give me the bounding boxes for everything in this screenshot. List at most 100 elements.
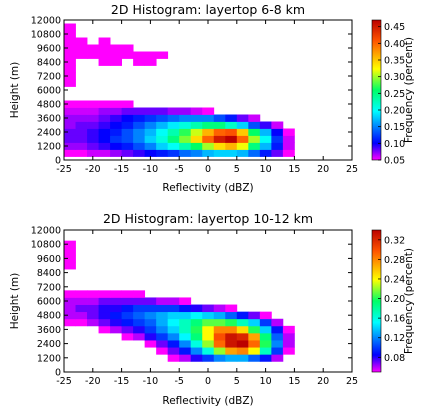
- heatmap-cell: [282, 149, 295, 157]
- heatmap-cell: [259, 135, 272, 143]
- heatmap-cell: [87, 297, 99, 305]
- colorbar-tick-label: 0.12: [384, 333, 405, 344]
- heatmap-cell: [110, 114, 122, 122]
- colorbar: [371, 19, 382, 161]
- heatmap-cell: [144, 318, 157, 327]
- colorbar-tick-label: 0.05: [384, 156, 405, 167]
- x-tick-label: 0: [205, 376, 211, 387]
- heatmap-cell: [259, 311, 272, 320]
- heatmap-cell: [133, 107, 146, 115]
- y-tick-label: 8400: [37, 268, 61, 279]
- heatmap-cell: [190, 311, 203, 320]
- heatmap-cell: [167, 332, 180, 341]
- heatmap-cell: [225, 135, 238, 143]
- heatmap-cell: [190, 340, 203, 348]
- heatmap-cell: [144, 311, 157, 320]
- heatmap-cell: [64, 51, 76, 59]
- heatmap-cell: [98, 121, 111, 129]
- heatmap-cell: [64, 65, 76, 73]
- heatmap-cell: [248, 347, 261, 355]
- heatmap-cell: [167, 311, 180, 320]
- heatmap-cell: [133, 135, 146, 143]
- x-tick-label: 25: [346, 164, 358, 175]
- heatmap-cell: [167, 121, 180, 129]
- y-tick-label: 7200: [37, 72, 61, 83]
- heatmap-cell: [110, 121, 122, 129]
- colorbar: [371, 229, 382, 373]
- heatmap-cell: [98, 100, 111, 108]
- y-tick-label: 9600: [37, 44, 61, 55]
- x-tick-label: -10: [143, 164, 159, 175]
- heatmap-cell: [121, 318, 134, 327]
- heatmap-cell: [133, 311, 146, 320]
- y-tick-label: 3600: [37, 114, 61, 125]
- colorbar-tick-label: 0.32: [384, 235, 405, 246]
- heatmap-cell: [271, 135, 284, 143]
- chart-title: 2D Histogram: layertop 10-12 km: [103, 211, 313, 226]
- heatmap-cell: [225, 304, 238, 313]
- heatmap-cell: [64, 290, 76, 298]
- heatmap-cell: [98, 142, 111, 150]
- heatmap-cell: [144, 297, 157, 305]
- heatmap-cell: [110, 311, 122, 320]
- heatmap-cell: [259, 347, 272, 355]
- heatmap-cell: [167, 304, 180, 313]
- heatmap-cell: [236, 142, 249, 150]
- heatmap-cell: [133, 142, 146, 150]
- heatmap-cell: [179, 354, 192, 362]
- heatmap-cell: [202, 107, 215, 115]
- x-axis-label: Reflectivity (dBZ): [162, 182, 253, 194]
- heatmap-cell: [156, 347, 169, 355]
- heatmap-cell: [121, 142, 134, 150]
- heatmap-cell: [236, 318, 249, 327]
- x-tick-label: 15: [288, 164, 300, 175]
- heatmap-cell: [87, 121, 99, 129]
- heatmap-cell: [236, 128, 249, 136]
- heatmap-cell: [282, 128, 295, 136]
- heatmap-cell: [133, 297, 146, 305]
- heatmap-cell: [213, 135, 226, 143]
- heatmap-cell: [225, 325, 238, 334]
- heatmap-cell: [167, 107, 180, 115]
- heatmap-cell: [98, 37, 111, 45]
- heatmap-cell: [64, 121, 76, 129]
- heatmap-cell: [98, 149, 111, 157]
- heatmap-cell: [121, 311, 134, 320]
- heatmap-cell: [156, 325, 169, 334]
- heatmap-cell: [144, 304, 157, 313]
- heatmap-cell: [75, 290, 88, 298]
- heatmap-cell: [202, 121, 215, 129]
- heatmap-cell: [282, 332, 295, 341]
- x-tick-label: -5: [174, 164, 183, 175]
- heatmap-cell: [144, 340, 157, 348]
- heatmap-cell: [202, 149, 215, 157]
- colorbar-tick-label: 0.28: [384, 255, 405, 266]
- heatmap-cell: [236, 325, 249, 334]
- heatmap-cell: [248, 149, 261, 157]
- colorbar-tick-label: 0.45: [384, 22, 405, 33]
- heatmap-cell: [64, 37, 76, 45]
- colorbar-tick-label: 0.25: [384, 89, 405, 100]
- heatmap-cell: [282, 325, 295, 334]
- x-tick-label: -15: [114, 376, 130, 387]
- heatmap-cell: [121, 304, 134, 313]
- heatmap-cell: [202, 340, 215, 348]
- x-axis-label: Reflectivity (dBZ): [162, 395, 253, 407]
- heatmap-cell: [167, 135, 180, 143]
- heatmap-cell: [213, 128, 226, 136]
- heatmap-cell: [190, 107, 203, 115]
- heatmap-cell: [133, 128, 146, 136]
- colorbar-tick-label: 0.08: [384, 353, 405, 364]
- heatmap-cell: [156, 332, 169, 341]
- heatmap-cell: [64, 44, 76, 52]
- heatmap-cell: [75, 297, 88, 305]
- heatmap-cell: [248, 142, 261, 150]
- x-tick-label: -25: [56, 164, 72, 175]
- heatmap-cell: [121, 297, 134, 305]
- heatmap-cell: [64, 261, 76, 270]
- heatmap-cell: [144, 135, 157, 143]
- heatmap-cell: [75, 318, 88, 327]
- heatmap-cell: [64, 100, 76, 108]
- heatmap-cell: [87, 311, 99, 320]
- heatmap-cell: [87, 128, 99, 136]
